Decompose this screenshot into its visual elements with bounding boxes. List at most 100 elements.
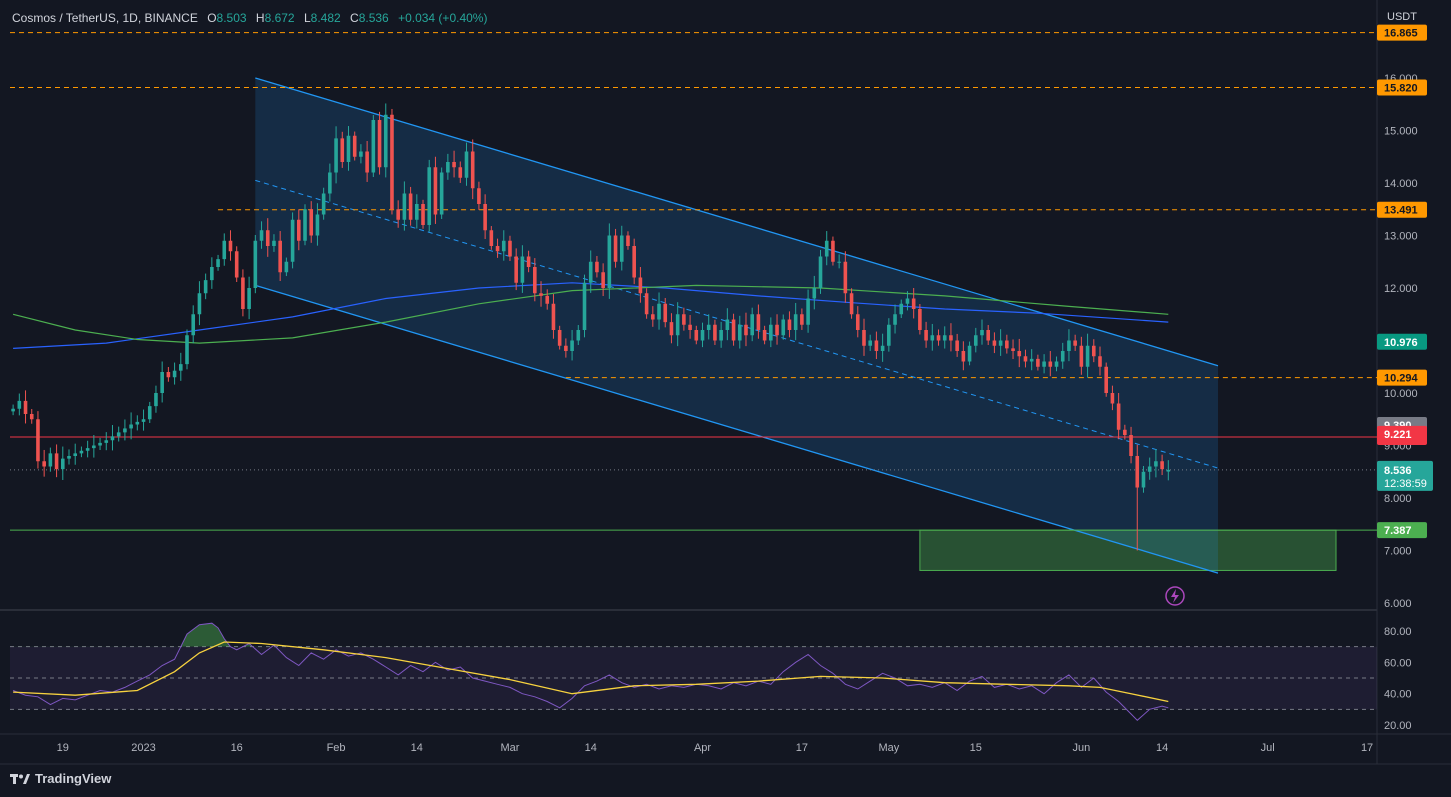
candle [800, 308, 804, 330]
candle-body [737, 324, 742, 341]
candle [880, 333, 885, 362]
candle-body [651, 314, 655, 320]
candle-body [1154, 461, 1158, 467]
candle-body [396, 209, 400, 220]
candle [178, 352, 183, 381]
lightning-icon[interactable] [1165, 586, 1185, 606]
currency-label[interactable]: USDT [1387, 11, 1417, 23]
candle [1073, 334, 1077, 351]
level-price-tag-5-text: 7.387 [1384, 525, 1412, 537]
candle-body [899, 303, 904, 315]
candle-body [228, 240, 233, 252]
candle [750, 307, 754, 342]
candle [408, 186, 413, 226]
candle [644, 288, 649, 319]
candle [942, 326, 947, 349]
candle-body [73, 453, 78, 456]
candle-body [998, 340, 1003, 346]
candle-body [582, 282, 587, 330]
candle-body [328, 172, 332, 194]
candle [303, 204, 307, 246]
candle [439, 167, 444, 219]
rsi-line [12, 622, 1169, 721]
candle-body [533, 267, 537, 294]
tradingview-logo[interactable]: TradingView [10, 771, 111, 786]
candle-body [1166, 469, 1171, 472]
candle [651, 306, 655, 327]
candle-body [297, 219, 301, 241]
candle [501, 230, 506, 261]
candle [551, 294, 556, 339]
candle [415, 194, 419, 229]
candle-body [1036, 358, 1040, 367]
candle-body [949, 335, 953, 341]
candle [60, 446, 65, 480]
candle-body [893, 314, 897, 325]
candle [756, 304, 761, 339]
high-value: 8.672 [264, 11, 295, 25]
price-tag-0: 10.976 [1377, 333, 1427, 350]
candle-body [526, 256, 531, 267]
candle-body [17, 400, 22, 409]
candle-body [290, 219, 295, 262]
candle-body [60, 458, 65, 470]
candle [42, 449, 46, 477]
candle [172, 362, 177, 385]
symbol-name[interactable]: Cosmos / TetherUS, 1D, BINANCE [12, 11, 198, 25]
tradingview-logo-icon [10, 773, 30, 784]
candle [371, 115, 376, 177]
candle-body [1011, 348, 1015, 351]
price-tag-0-bg [1377, 333, 1427, 350]
candle-body [942, 335, 947, 341]
candle [905, 291, 910, 311]
low-label: L [303, 11, 311, 25]
candle [793, 302, 798, 341]
candle [831, 236, 835, 266]
price-tick-label: 12.000 [1384, 283, 1418, 295]
candle [961, 341, 966, 371]
candle-body [197, 293, 202, 315]
symbol-legend[interactable]: Cosmos / TetherUS, 1D, BINANCE O8.503 H8… [12, 11, 487, 25]
candle-body [495, 246, 500, 252]
candle-body [1135, 456, 1140, 488]
current-price-text: 8.536 [1384, 465, 1412, 477]
candle-body [415, 204, 419, 220]
candle-body [880, 345, 885, 351]
candle [123, 419, 127, 441]
candle [576, 325, 581, 345]
tradingview-brand-text: TradingView [35, 771, 112, 786]
candle [477, 181, 481, 210]
candle [1023, 349, 1028, 368]
candle [632, 238, 636, 285]
candle [1048, 351, 1053, 377]
candle-body [241, 277, 245, 309]
candle [706, 314, 711, 340]
candle [210, 257, 214, 289]
candle [495, 238, 500, 258]
candle [92, 435, 96, 458]
time-tick-label: Jun [1072, 742, 1090, 754]
candle-body [54, 453, 59, 470]
candle-body [812, 288, 817, 299]
candle-body [911, 298, 916, 309]
candle [1017, 338, 1022, 368]
candle-body [936, 335, 941, 341]
candle [601, 263, 605, 297]
candle-body [42, 461, 46, 467]
candle [191, 305, 196, 344]
high-label: H [255, 11, 265, 25]
level-price-tag-0: 16.865 [1377, 24, 1427, 41]
candle [849, 288, 854, 319]
candle-body [203, 280, 208, 294]
candle-body [930, 335, 935, 341]
candle [1067, 329, 1071, 362]
candle-body [1085, 345, 1090, 367]
rsi-tick-label: 80.00 [1384, 626, 1412, 638]
candle-body [408, 193, 413, 220]
candle-body [284, 261, 289, 273]
candle-body [452, 162, 456, 168]
candle-body [1017, 351, 1022, 357]
candle-body [377, 120, 382, 168]
current-price-tag-bg [1377, 460, 1433, 491]
